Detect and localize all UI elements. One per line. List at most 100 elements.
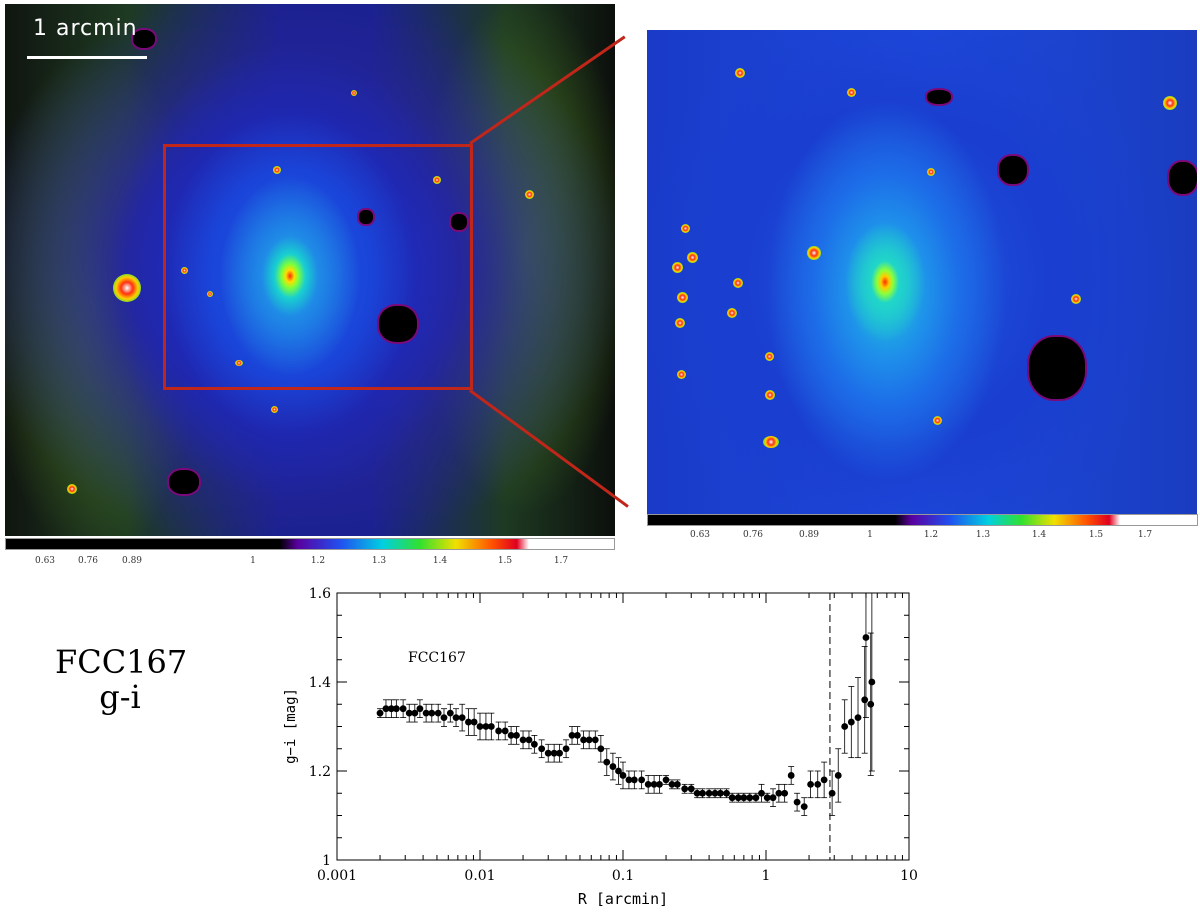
data-point xyxy=(376,709,384,717)
x-tick-label: 1 xyxy=(762,868,771,884)
data-point xyxy=(717,789,724,797)
data-point xyxy=(662,776,670,784)
data-point xyxy=(752,794,760,802)
data-point xyxy=(793,798,801,806)
data-point xyxy=(800,803,808,810)
data-point xyxy=(568,732,576,739)
right-map-point-source xyxy=(765,352,774,361)
left-map-point-source xyxy=(235,360,243,366)
color-index-label: g-i xyxy=(99,678,141,717)
right-map-point-source xyxy=(1071,294,1081,304)
data-point xyxy=(603,758,611,766)
right-map-masked-source xyxy=(997,154,1029,186)
data-point xyxy=(382,705,390,713)
data-point xyxy=(861,696,869,704)
left-colorbar-tick-label: 1.3 xyxy=(371,556,387,566)
data-point xyxy=(476,723,484,730)
data-point xyxy=(769,794,777,802)
data-point xyxy=(699,789,706,797)
data-point xyxy=(458,714,466,721)
right-map-point-source xyxy=(681,224,690,233)
data-point xyxy=(507,732,515,739)
data-point xyxy=(630,776,638,784)
data-point xyxy=(452,714,460,721)
data-point xyxy=(711,789,719,797)
x-tick-label: 0.001 xyxy=(317,868,357,884)
right-colorbar-tick-label: 0.76 xyxy=(742,530,764,540)
y-axis-label: g−i [mag] xyxy=(283,688,299,764)
data-point xyxy=(723,789,730,797)
x-axis-label: R [arcmin] xyxy=(578,890,668,908)
left-colorbar-tick-label: 0.63 xyxy=(34,556,56,566)
data-point xyxy=(597,745,605,753)
data-point xyxy=(650,780,658,788)
y-tick-label: 1 xyxy=(322,853,331,869)
right-map-masked-source xyxy=(925,88,953,106)
data-point xyxy=(544,749,552,757)
data-point xyxy=(740,794,748,802)
right-map-point-source xyxy=(927,168,935,176)
right-colorbar xyxy=(647,514,1198,526)
data-point xyxy=(681,785,689,793)
data-point xyxy=(862,634,870,641)
scale-bar-label: 1 arcmin xyxy=(33,16,138,41)
data-point xyxy=(656,780,663,788)
zoom-region-box xyxy=(163,144,473,390)
right-map-point-source xyxy=(735,68,745,78)
left-map-masked-source xyxy=(449,212,469,232)
data-point xyxy=(562,745,570,753)
left-map-point-source xyxy=(67,484,77,494)
data-point xyxy=(513,732,520,739)
data-point xyxy=(422,709,430,717)
data-point xyxy=(609,763,617,770)
left-map-point-source xyxy=(271,406,278,413)
left-colorbar-tick-label: 1 xyxy=(250,556,256,566)
data-point xyxy=(673,780,681,788)
data-point xyxy=(854,714,862,721)
left-map-point-source xyxy=(113,274,141,302)
y-tick-label: 1.2 xyxy=(309,764,331,780)
right-colorbar-tick-label: 1.5 xyxy=(1088,530,1104,540)
data-point xyxy=(387,705,395,713)
figure-caption: FCC167 g-i xyxy=(55,644,187,717)
data-point xyxy=(644,780,652,788)
chart-axes: 0.001 0.01 0.1 1 10 1 1.2 1.4 1.6 xyxy=(309,586,918,884)
right-map-point-source xyxy=(847,88,856,97)
left-map-point-source xyxy=(433,176,441,184)
left-map-point-source xyxy=(181,267,188,274)
right-colorbar-tick-label: 1.2 xyxy=(923,530,939,540)
right-map-point-source xyxy=(677,292,688,303)
zoomed-color-map xyxy=(647,30,1197,514)
data-point xyxy=(470,718,478,726)
right-colorbar-tick-label: 0.63 xyxy=(689,530,711,540)
data-point xyxy=(734,794,742,802)
data-point xyxy=(416,705,424,713)
data-point xyxy=(746,794,754,802)
left-colorbar-tick-label: 0.89 xyxy=(121,556,143,566)
chart-marks xyxy=(376,592,876,860)
right-map-point-source xyxy=(807,246,821,260)
data-point xyxy=(834,772,842,779)
data-point xyxy=(501,727,509,735)
data-point xyxy=(428,709,436,717)
right-map-point-source xyxy=(933,416,942,425)
data-point xyxy=(530,740,538,748)
left-map-point-source xyxy=(207,291,213,297)
y-tick-label: 1.4 xyxy=(309,675,331,691)
data-point xyxy=(525,736,533,744)
right-map-point-source xyxy=(1163,96,1177,110)
data-point xyxy=(585,736,593,744)
data-point xyxy=(446,709,454,717)
right-map-masked-source xyxy=(1027,335,1087,401)
right-colorbar-tick-label: 1.3 xyxy=(975,530,991,540)
data-point xyxy=(814,780,822,788)
left-map-point-source xyxy=(351,90,357,96)
left-colorbar-tick-label: 1.4 xyxy=(432,556,448,566)
right-colorbar-tick-label: 0.89 xyxy=(798,530,820,540)
data-point xyxy=(550,749,558,757)
data-point xyxy=(787,772,795,779)
color-profile-chart: 0.001 0.01 0.1 1 10 1 1.2 1.4 1.6 FCC167 R [arcm… xyxy=(283,586,918,908)
data-point xyxy=(867,700,875,708)
data-point xyxy=(392,705,400,713)
data-point xyxy=(758,789,765,797)
